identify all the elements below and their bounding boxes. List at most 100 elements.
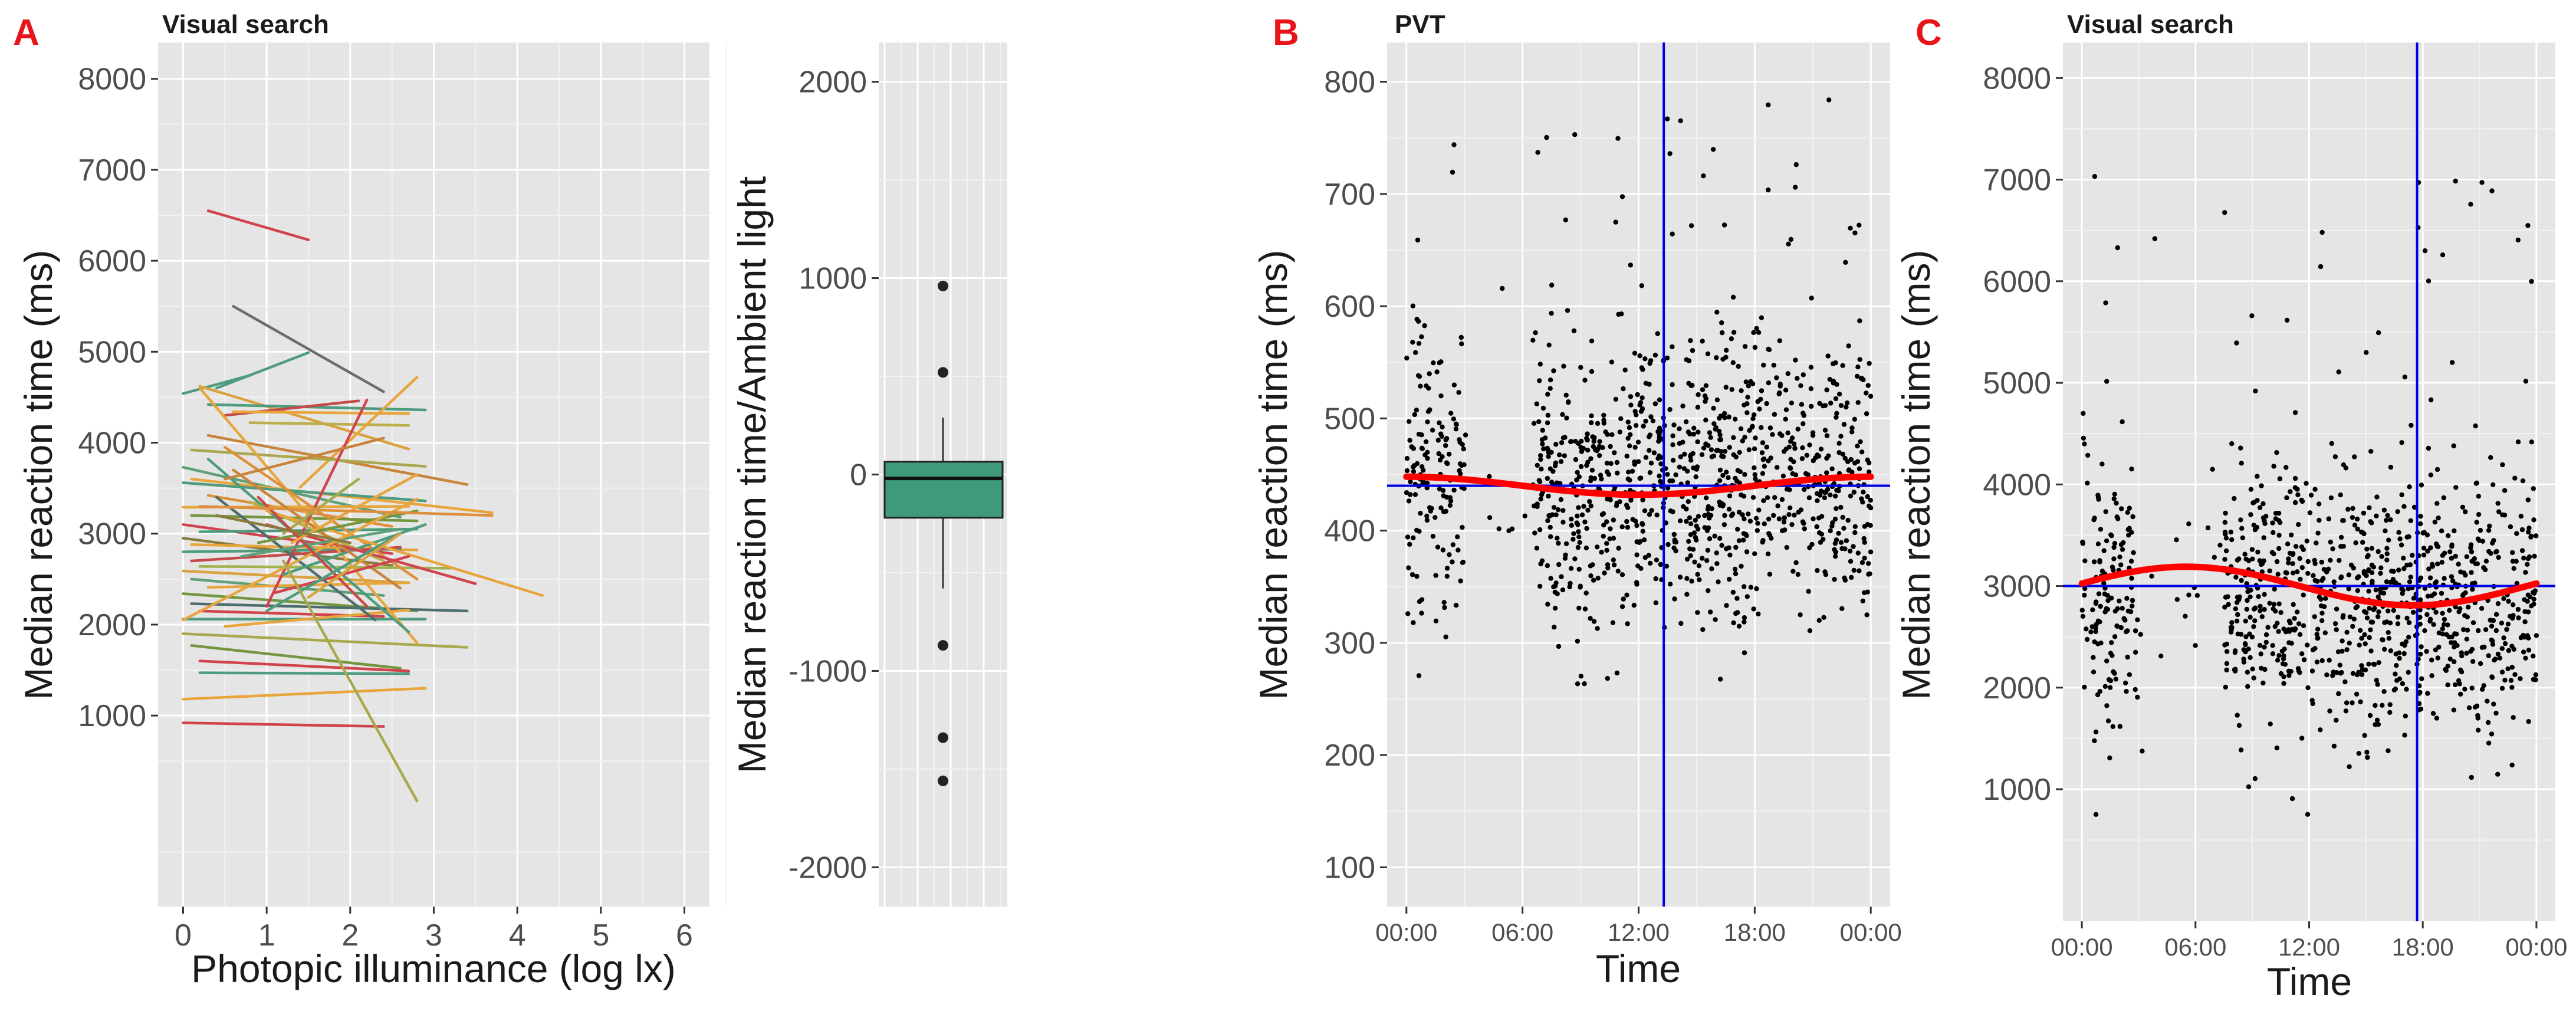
data-point [2337, 557, 2342, 563]
data-point [1552, 463, 1558, 468]
data-point [1424, 480, 1430, 486]
participant-line-56 [290, 473, 419, 544]
data-point [1736, 363, 1741, 369]
data-point [1706, 525, 1711, 531]
data-point [2525, 223, 2531, 228]
data-point [2133, 687, 2138, 692]
data-point [1701, 173, 1706, 179]
data-point [2342, 679, 2348, 685]
data-point [1562, 453, 1567, 458]
data-point [1547, 377, 1553, 383]
data-point [2434, 501, 2440, 506]
data-point [2335, 649, 2341, 655]
participant-line-30 [190, 602, 469, 613]
data-point [2470, 581, 2475, 586]
data-point [2364, 546, 2370, 552]
data-point [1759, 425, 1764, 431]
data-point [2441, 495, 2446, 501]
data-point [1858, 439, 1863, 445]
data-point [1563, 217, 1568, 222]
data-point [2469, 570, 2474, 575]
data-point [1827, 377, 1832, 382]
data-point [1535, 504, 1540, 510]
data-point [2276, 653, 2282, 658]
data-point [1677, 426, 1682, 432]
data-point [2118, 542, 2124, 547]
data-point [1687, 515, 1693, 520]
data-point [1559, 440, 1565, 445]
data-point [2110, 724, 2115, 730]
data-point [2368, 519, 2373, 524]
data-point [1726, 475, 1731, 480]
data-point [1604, 541, 1609, 546]
data-point [2301, 657, 2307, 662]
data-point [1737, 469, 1743, 475]
data-point [2115, 623, 2120, 629]
data-point [1652, 352, 1658, 358]
data-point [2434, 467, 2440, 472]
data-point [1719, 543, 1724, 548]
data-point [1634, 539, 1639, 544]
data-point [2093, 625, 2098, 631]
data-point [1582, 606, 1588, 612]
data-point [1708, 435, 1713, 440]
data-point [1534, 401, 1539, 406]
data-point [1415, 237, 1421, 243]
data-point [1619, 572, 1625, 577]
data-point [1822, 490, 1828, 495]
data-point [1646, 553, 1651, 558]
data-point [1757, 406, 1762, 412]
data-point [1756, 330, 1762, 335]
data-point [1556, 540, 1561, 546]
data-point [2527, 594, 2533, 600]
data-point [1792, 441, 1797, 447]
data-point [1759, 450, 1765, 455]
data-point [1551, 505, 1557, 510]
data-point [2417, 690, 2423, 695]
data-point [1732, 566, 1738, 572]
data-point [1672, 596, 1677, 602]
data-point [2240, 535, 2245, 540]
data-point [2422, 628, 2427, 633]
data-point [1595, 626, 1600, 631]
data-point [2254, 524, 2260, 530]
data-point [1533, 330, 1538, 336]
data-point [2402, 733, 2407, 738]
data-point [2174, 597, 2180, 602]
data-point [2108, 651, 2114, 656]
data-point [1435, 438, 1441, 443]
data-point [1727, 493, 1733, 498]
data-point [2275, 572, 2281, 577]
data-point [1667, 478, 1673, 484]
data-point [1808, 365, 1814, 370]
data-point [1691, 431, 1696, 437]
data-point [2229, 537, 2235, 543]
data-point [2331, 743, 2337, 749]
data-point [2389, 569, 2394, 574]
data-point [1609, 432, 1615, 438]
data-point [1546, 493, 1551, 499]
data-point [1834, 411, 1839, 416]
data-point [2473, 561, 2478, 566]
data-point [1448, 411, 1454, 416]
data-point [1695, 439, 1700, 445]
data-point [1848, 493, 1854, 499]
data-point [1684, 592, 1690, 597]
data-point [2255, 474, 2260, 479]
data-point [1545, 392, 1550, 397]
data-point [1799, 402, 1805, 407]
x-tick-label: 06:00 [2164, 933, 2226, 961]
data-point [2186, 592, 2191, 598]
data-point [2098, 527, 2104, 532]
data-point [1634, 552, 1639, 557]
data-point [2511, 602, 2516, 608]
data-point [2493, 549, 2499, 555]
data-point [1786, 512, 1792, 517]
data-point [2112, 541, 2118, 546]
data-point [1765, 551, 1771, 557]
data-point [2457, 691, 2463, 697]
data-point [2082, 441, 2087, 447]
data-point [1800, 372, 1806, 377]
data-point [2133, 628, 2138, 633]
data-point [1588, 616, 1593, 621]
